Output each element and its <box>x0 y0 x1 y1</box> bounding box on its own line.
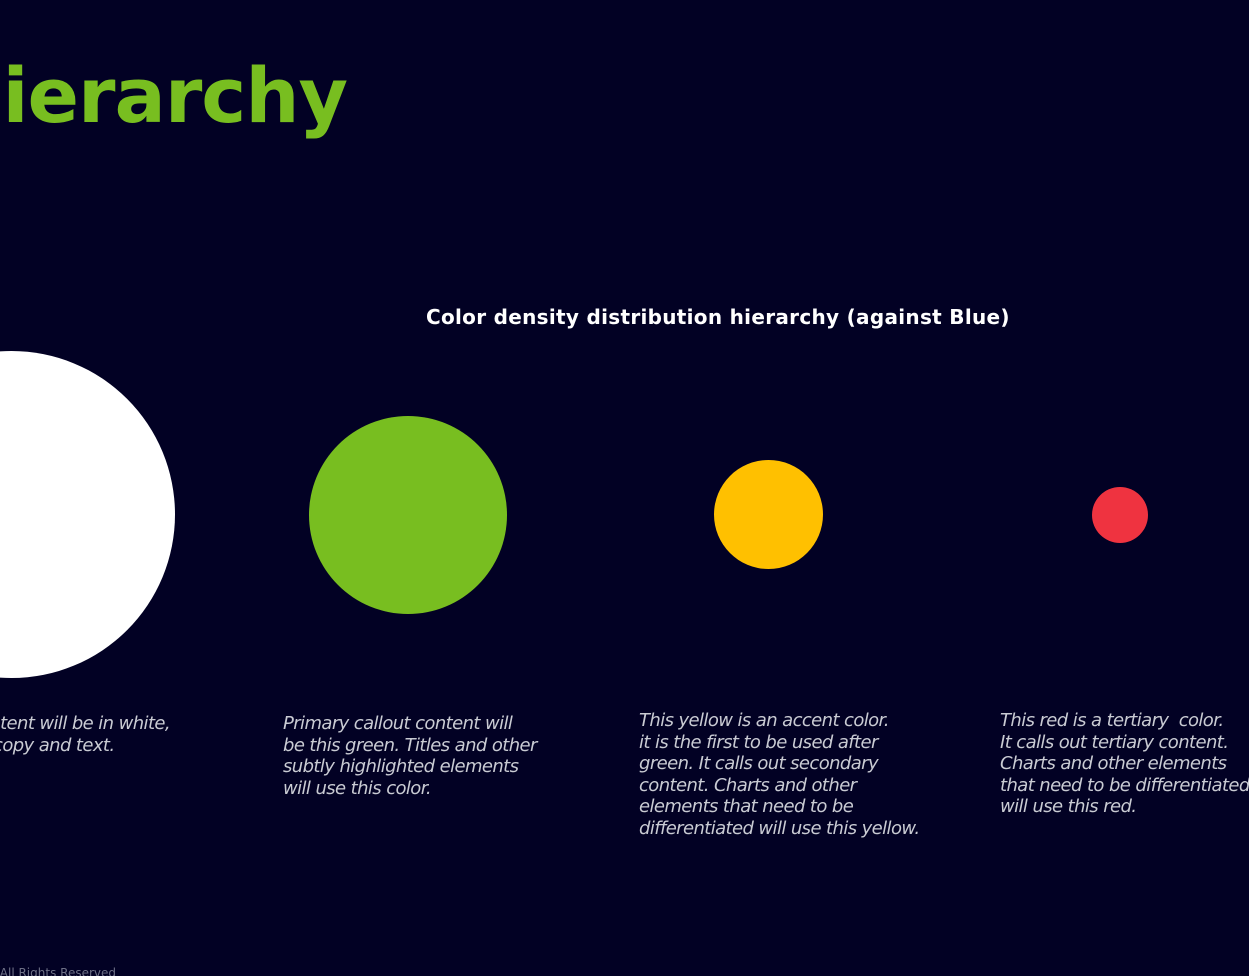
yellow-description: This yellow is an accent color. it is th… <box>639 710 920 839</box>
green-circle <box>309 416 507 614</box>
chart-subtitle: Color density distribution hierarchy (ag… <box>426 305 1010 329</box>
page-title: Color hierarchy <box>0 51 348 140</box>
green-description: Primary callout content will be this gre… <box>283 713 537 799</box>
red-description: This red is a tertiary color. It calls o… <box>1000 710 1249 818</box>
footer-copyright: All Rights Reserved <box>0 966 116 976</box>
white-circle <box>0 351 175 678</box>
yellow-circle <box>714 460 823 569</box>
red-circle <box>1092 487 1148 543</box>
white-description: Most content will be in white, such as c… <box>0 713 171 756</box>
